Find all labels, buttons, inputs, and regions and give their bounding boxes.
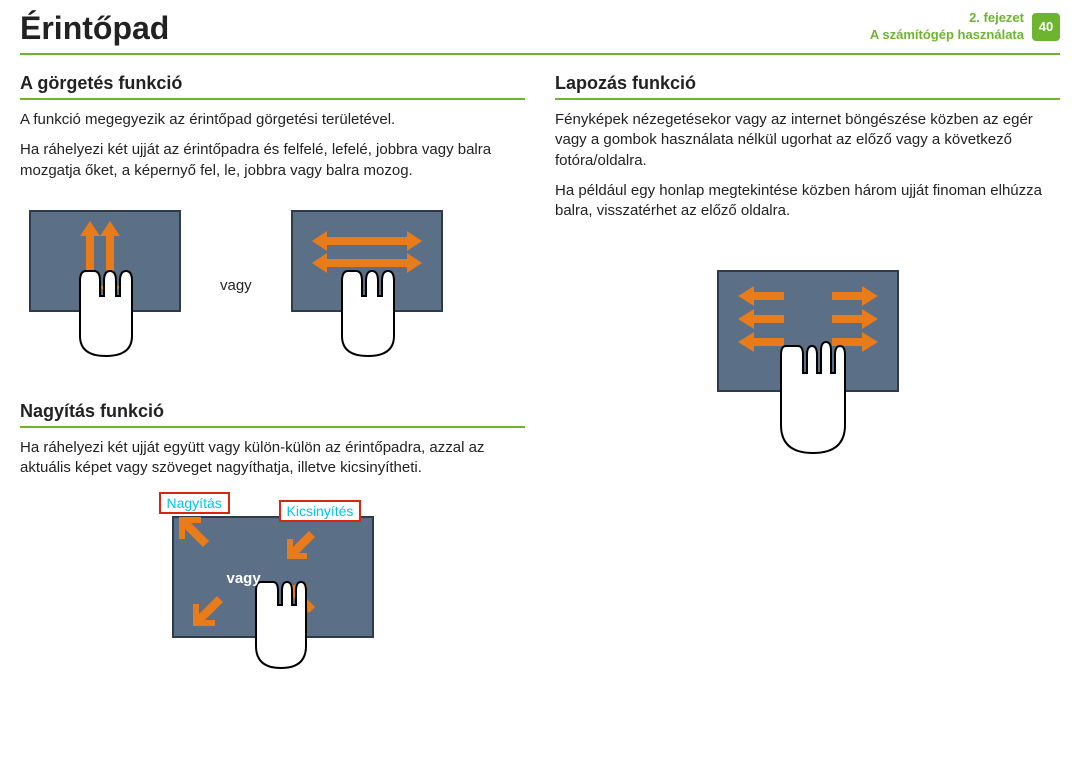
page-header: Érintőpad 2. fejezet A számítógép haszná…	[0, 0, 1080, 53]
zoom-in-label: Nagyítás	[159, 492, 230, 514]
zoom-out-label: Kicsinyítés	[279, 500, 362, 522]
paging-text-2: Ha például egy honlap megtekintése közbe…	[555, 181, 1060, 222]
touchpad-horizontal-scroll-icon	[282, 201, 452, 371]
zoom-text-1: Ha ráhelyezi két ujját együtt vagy külön…	[20, 438, 525, 479]
header-divider	[20, 53, 1060, 55]
right-column: Lapozás funkció Fényképek nézegetésekor …	[555, 73, 1060, 682]
touchpad-paging-icon	[698, 251, 918, 471]
zoom-figure: Nagyítás Kicsinyítés vagy	[153, 492, 393, 682]
scroll-section-title: A görgetés funkció	[20, 73, 525, 100]
paging-figure-wrap	[555, 251, 1060, 471]
chapter-label: 2. fejezet	[870, 10, 1024, 27]
left-column: A görgetés funkció A funkció megegyezik …	[20, 73, 525, 682]
zoom-figure-wrap: Nagyítás Kicsinyítés vagy	[20, 492, 525, 682]
scroll-text-2: Ha ráhelyezi két ujját az érintőpadra és…	[20, 140, 525, 181]
header-meta: 2. fejezet A számítógép használata	[870, 10, 1024, 44]
zoom-or-label: vagy	[227, 570, 261, 587]
paging-text-1: Fényképek nézegetésekor vagy az internet…	[555, 110, 1060, 171]
header-meta-block: 2. fejezet A számítógép használata 40	[870, 10, 1060, 44]
touchpad-vertical-scroll-icon	[20, 201, 190, 371]
zoom-section-title: Nagyítás funkció	[20, 401, 525, 428]
scroll-figures: vagy	[20, 201, 525, 371]
scroll-text-1: A funkció megegyezik az érintőpad görget…	[20, 110, 525, 130]
paging-section-title: Lapozás funkció	[555, 73, 1060, 100]
scroll-or-label: vagy	[220, 277, 252, 294]
page-title: Érintőpad	[20, 10, 169, 47]
chapter-subtitle: A számítógép használata	[870, 27, 1024, 44]
content-columns: A görgetés funkció A funkció megegyezik …	[0, 73, 1080, 682]
page-number-badge: 40	[1032, 13, 1060, 41]
